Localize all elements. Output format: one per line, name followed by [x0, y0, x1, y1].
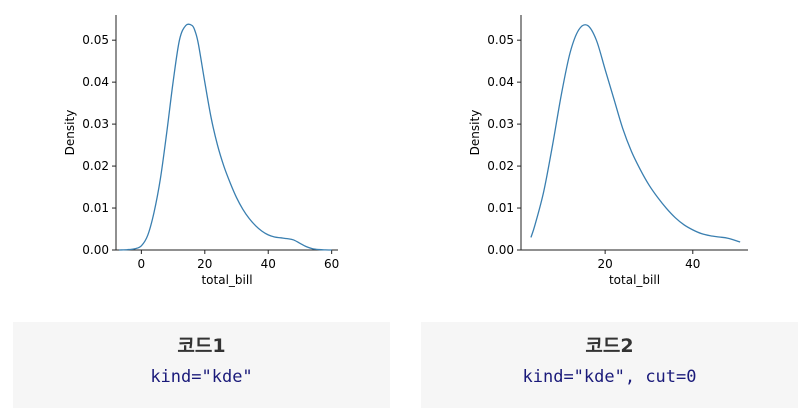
chart1-x-axis-label: total_bill: [201, 273, 252, 287]
chart2-kde-line-1: [530, 24, 741, 243]
chart1-y-tick-label: 0.01: [82, 201, 109, 215]
chart2-y-tick-label: 0.02: [487, 159, 514, 173]
chart2-y-tick-label: 0.00: [487, 243, 514, 257]
chart1-x-tick-label: 0: [138, 257, 146, 271]
chart1-x-tick-label: 20: [197, 257, 212, 271]
caption-box-1: 코드1 kind="kde": [13, 322, 390, 408]
chart2-y-tick-label: 0.04: [487, 75, 514, 89]
chart1-x-tick-label: 40: [261, 257, 276, 271]
chart1-x-tick-label: 60: [324, 257, 339, 271]
chart1-y-axis-label: Density: [63, 110, 77, 156]
chart2-y-axis-label: Density: [468, 110, 482, 156]
chart2-x-tick-label: 40: [685, 257, 700, 271]
chart1-kde-line-1: [119, 23, 332, 251]
chart2-x-axis-label: total_bill: [609, 273, 660, 287]
caption-code-2: kind="kde", cut=0: [522, 367, 697, 387]
kde-plot-1: 0.00 0.01 0.02 0.03 0.04 0.05 0 20 40 60 total_bil…: [63, 15, 339, 287]
caption-box-2: 코드2 kind="kde", cut=0: [421, 322, 798, 408]
chart2-y-tick-label: 0.05: [487, 33, 514, 47]
kde-plot-2: 0.00 0.01 0.02 0.03 0.04 0.05 20 40 total_bill De…: [468, 15, 748, 287]
caption-title-2: 코드2: [585, 335, 634, 357]
chart1-y-tick-label: 0.02: [82, 159, 109, 173]
caption-title-1: 코드1: [177, 335, 226, 357]
chart1-y-tick-label: 0.04: [82, 75, 109, 89]
chart2-y-tick-label: 0.03: [487, 117, 514, 131]
chart1-y-tick-label: 0.03: [82, 117, 109, 131]
chart2-x-tick-label: 20: [597, 257, 612, 271]
chart1-y-tick-label: 0.05: [82, 33, 109, 47]
chart2-y-tick-label: 0.01: [487, 201, 514, 215]
chart1-y-tick-label: 0.00: [82, 243, 109, 257]
caption-code-1: kind="kde": [150, 367, 253, 387]
